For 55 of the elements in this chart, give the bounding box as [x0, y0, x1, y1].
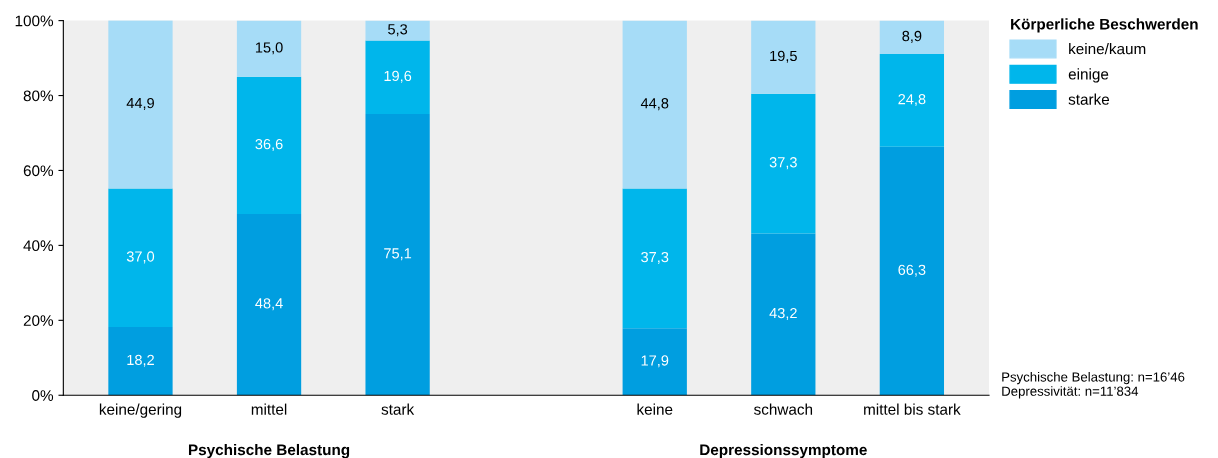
data-label: 75,1 [384, 248, 412, 261]
x-tick-label: mittel [251, 403, 287, 415]
bar [365, 113, 430, 396]
legend-label: einige [1068, 68, 1109, 83]
bar [108, 327, 173, 396]
data-label: 19,5 [770, 50, 797, 63]
bar [108, 188, 173, 328]
y-tick-label: 100% [15, 15, 54, 27]
data-label: 37,3 [769, 157, 797, 170]
text: Psychische Belastung [188, 443, 350, 458]
bar [108, 20, 173, 189]
bar [879, 53, 945, 147]
data-label: 18,2 [127, 354, 154, 367]
bar [236, 76, 302, 214]
bar [751, 20, 816, 94]
y-tick-label: 60% [23, 165, 54, 177]
x-tick-label: mittel bis stark [864, 403, 961, 415]
bar [622, 328, 687, 396]
data-label: 17,9 [641, 355, 669, 368]
data-label: 19,6 [384, 70, 412, 83]
text: Psychische Belastung: n=16’46 Depressivität: n=11’834 [1002, 371, 1185, 399]
data-label: 37,0 [126, 251, 155, 264]
bar [236, 213, 302, 396]
data-label: 36,6 [255, 138, 283, 151]
data-label: 44,8 [640, 98, 669, 111]
bar [365, 20, 430, 41]
bar [751, 233, 816, 396]
data-label: 44,9 [126, 97, 154, 110]
bar [879, 20, 945, 54]
x-tick-label: schwach [754, 403, 813, 415]
x-tick-label: keine/gering [99, 403, 182, 418]
data-label: 48,4 [255, 298, 283, 311]
bar [622, 20, 687, 189]
text: Depressionssymptome [700, 443, 867, 458]
y-tick-label: 0% [32, 390, 54, 401]
y-tick-label: 80% [23, 90, 54, 102]
bar [622, 188, 687, 329]
data-label: 24,8 [898, 94, 926, 107]
x-tick-label: keine [637, 403, 673, 415]
legend-title: Körperliche Beschwerden [1011, 18, 1198, 33]
bar [365, 40, 430, 114]
legend-label: starke [1068, 93, 1110, 105]
data-label: 66,3 [898, 264, 926, 277]
data-label: 43,2 [769, 307, 797, 320]
bar [879, 146, 945, 396]
data-label: 5,3 [388, 24, 408, 37]
data-label: 37,3 [641, 251, 669, 264]
data-label: 8,9 [902, 30, 922, 43]
bar [751, 93, 816, 234]
y-tick-label: 20% [23, 315, 54, 327]
x-tick-label: stark [381, 403, 415, 415]
y-tick-label: 40% [23, 240, 54, 252]
data-label: 15,0 [255, 42, 283, 55]
legend-label: keine/kaum [1069, 43, 1146, 55]
bar [236, 20, 302, 77]
